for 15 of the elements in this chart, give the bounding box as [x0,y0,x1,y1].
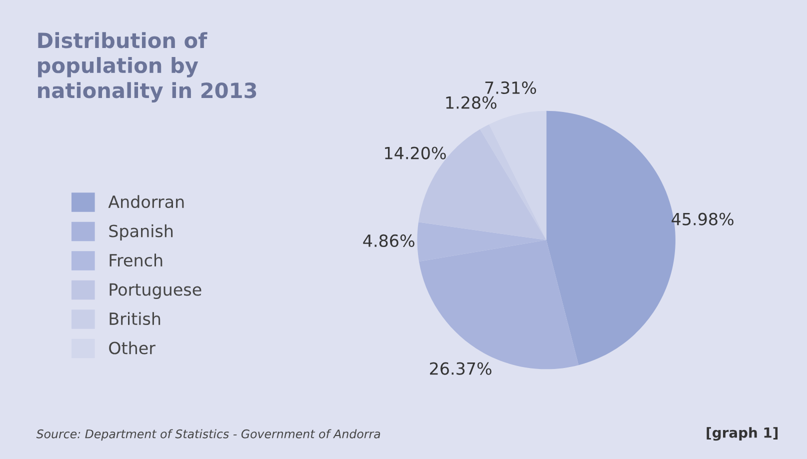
legend-label: Portuguese [110,283,202,300]
legend-label: French [110,254,162,267]
data-label: 45.98% [672,212,734,226]
legend-label: British [110,312,160,326]
legend-label: Other [109,341,156,354]
data-label: 1.28% [446,96,496,109]
legend-label: Spanish [109,224,173,241]
data-label: 26.37% [430,362,492,375]
data-label: 14.20% [385,146,446,160]
source-note: Source: Department of Statistics - Government of Andorra [36,429,380,441]
data-label: 4.86% [363,234,414,248]
text: [graph 1] [706,427,778,441]
data-label: 7.31% [485,81,536,94]
legend-label: Andorran [108,195,184,208]
chart-title: Distribution of population by nationality in 2013 [38,32,256,102]
